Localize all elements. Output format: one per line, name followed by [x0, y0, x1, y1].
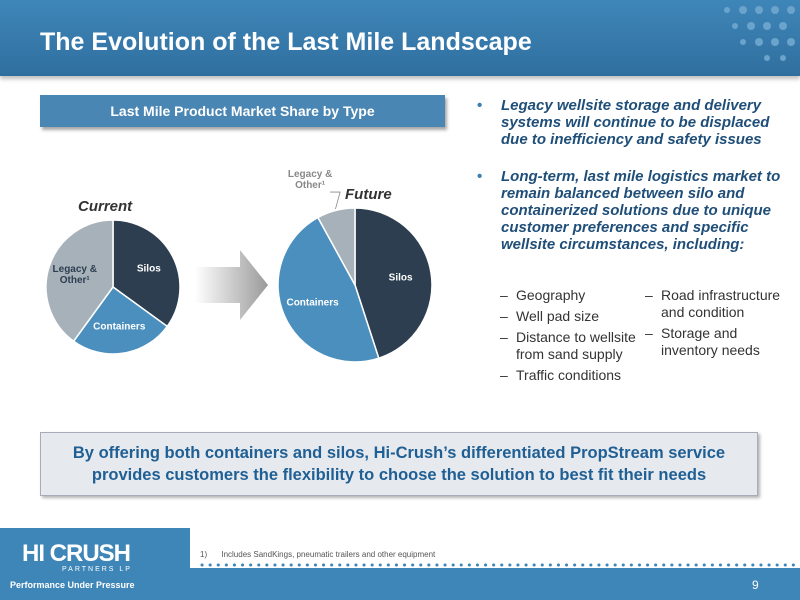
dot-pattern	[724, 6, 795, 61]
slice-label: Containers	[93, 321, 146, 333]
sub-list: Road infrastructure and condition Storag…	[645, 287, 785, 363]
slice-label: Legacy & Other¹	[287, 169, 333, 192]
callout: By offering both containers and silos, H…	[40, 432, 758, 496]
logo-name: HI CRUSH	[22, 540, 131, 567]
pie-slice	[45, 219, 114, 343]
dotted-rule	[200, 563, 800, 567]
logo-sub: PARTNERS LP	[62, 566, 132, 573]
slice-label: Silos	[136, 263, 161, 275]
pie-slice	[316, 207, 356, 286]
slice-label: Containers	[286, 297, 339, 309]
slide-title: The Evolution of the Last Mile Landscape	[40, 28, 532, 56]
header-bar	[0, 0, 800, 76]
pie-area	[45, 191, 433, 363]
sub-bullet: Storage and inventory needs	[645, 325, 785, 359]
slice-label: Silos	[388, 272, 413, 284]
logo-tagline: Performance Under Pressure	[10, 580, 135, 590]
sub-bullet: Well pad size	[500, 308, 640, 325]
pie-title: Current	[78, 198, 133, 215]
sub-bullet: Traffic conditions	[500, 367, 640, 384]
pie-slice	[354, 207, 433, 360]
pie-slice	[112, 219, 181, 328]
logo: HI CRUSH PARTNERS LP Performance Under P…	[0, 528, 190, 600]
bullet: Long-term, last mile logistics market to…	[475, 168, 785, 253]
callout-text: By offering both containers and silos, H…	[72, 444, 726, 484]
panel-title: Last Mile Product Market Share by Type	[40, 95, 445, 127]
sub-bullet: Distance to wellsite from sand supply	[500, 329, 640, 363]
sub-list: Geography Well pad size Distance to well…	[500, 287, 640, 388]
pie-title: Future	[345, 186, 392, 203]
leader-line	[330, 191, 341, 210]
pie-slice	[277, 216, 380, 363]
sub-bullet: Road infrastructure and condition	[645, 287, 785, 321]
footnote: 1) Includes SandKings, pneumatic trailer…	[200, 550, 435, 559]
page-number: 9	[752, 578, 759, 592]
arrow	[195, 250, 268, 320]
pie-slice	[72, 285, 169, 355]
bullet: Legacy wellsite storage and delivery sys…	[475, 97, 785, 148]
sub-bullet: Geography	[500, 287, 640, 304]
footnote-marker: 1)	[200, 550, 208, 559]
slice-label: Legacy & Other¹	[52, 263, 97, 286]
footnote-text: Includes SandKings, pneumatic trailers a…	[221, 550, 436, 559]
